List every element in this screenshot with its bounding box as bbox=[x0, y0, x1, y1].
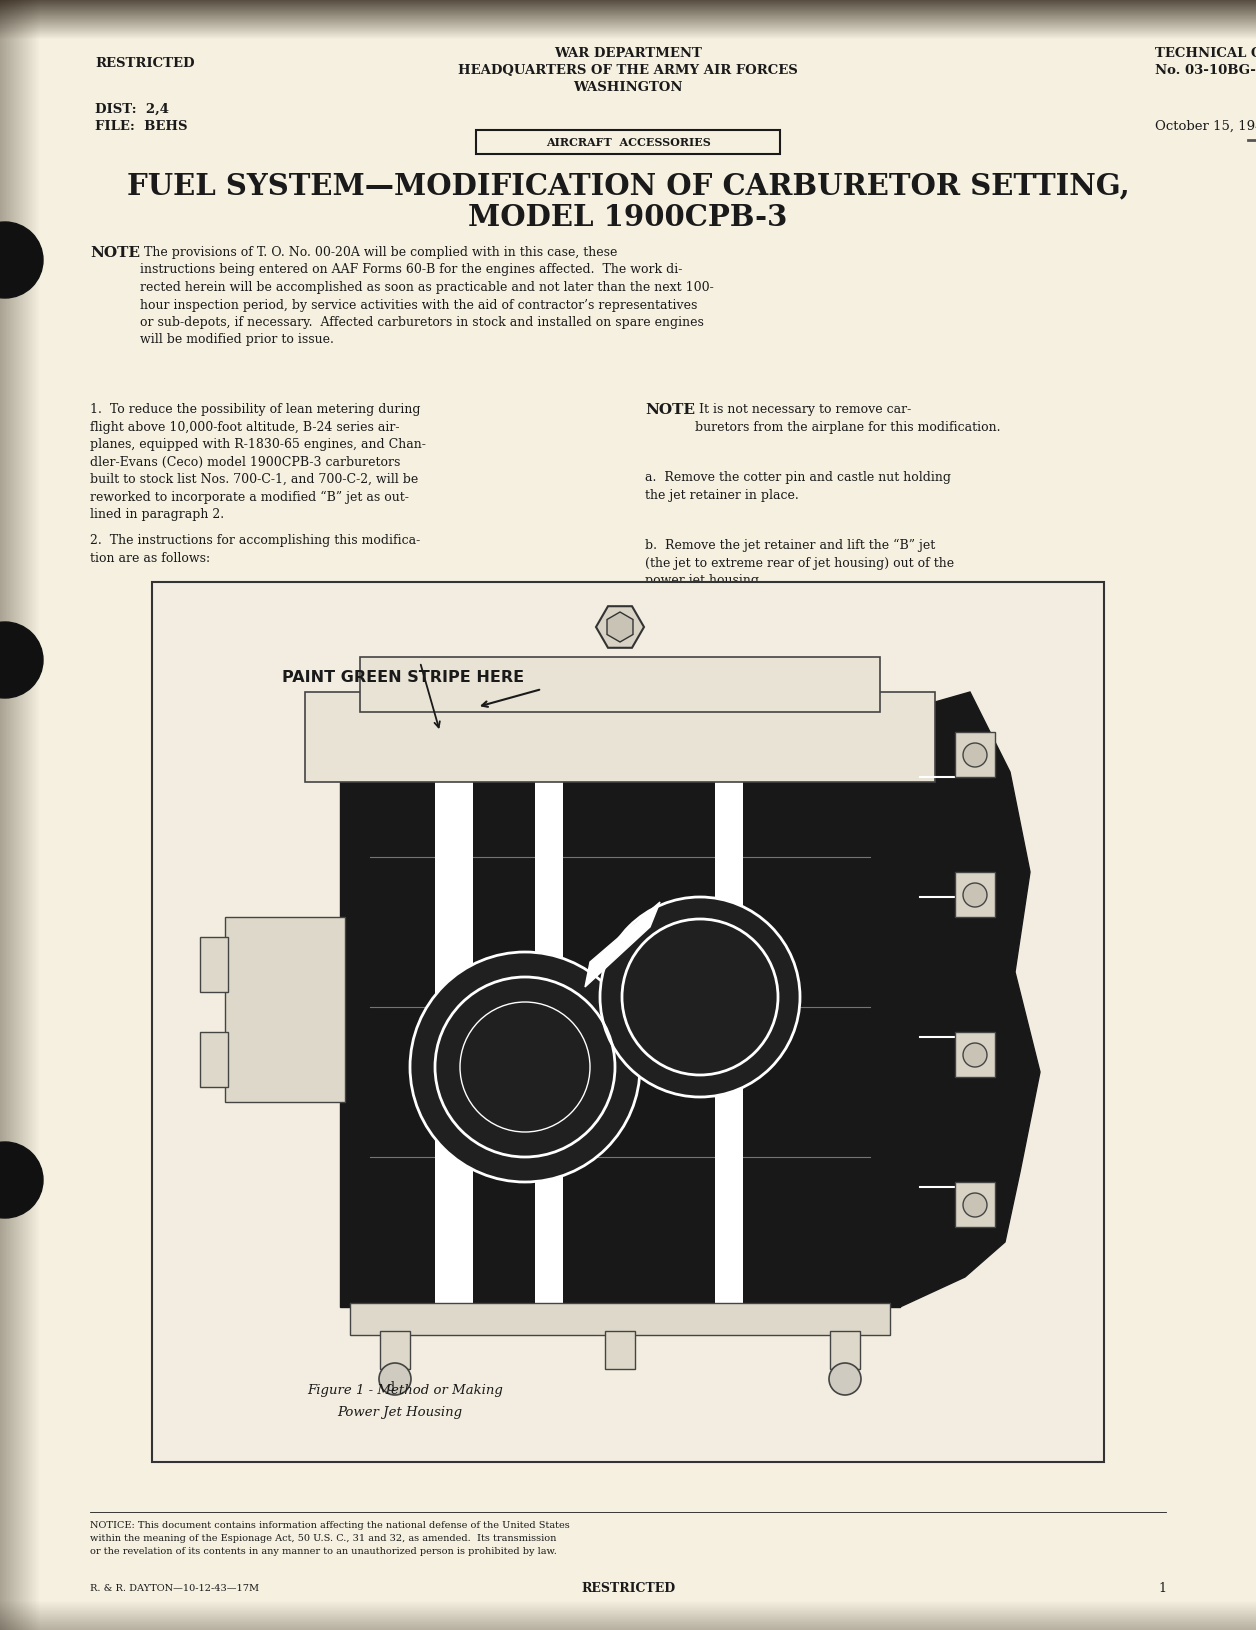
Text: RESTRICTED: RESTRICTED bbox=[582, 1581, 674, 1594]
Bar bbox=[381, 1332, 409, 1369]
Circle shape bbox=[963, 1193, 987, 1218]
Text: FUEL SYSTEM—MODIFICATION OF CARBURETOR SETTING,: FUEL SYSTEM—MODIFICATION OF CARBURETOR S… bbox=[127, 171, 1129, 200]
Circle shape bbox=[0, 223, 43, 298]
Bar bbox=[535, 712, 563, 1307]
Text: b.  Remove the jet retainer and lift the “B” jet
(the jet to extreme rear of jet: b. Remove the jet retainer and lift the … bbox=[646, 538, 955, 587]
Bar bbox=[955, 1032, 995, 1077]
Text: 1: 1 bbox=[1158, 1581, 1166, 1594]
Text: WASHINGTON: WASHINGTON bbox=[573, 80, 683, 93]
Circle shape bbox=[963, 883, 987, 908]
Circle shape bbox=[963, 1043, 987, 1068]
Text: The provisions of T. O. No. 00-20A will be complied with in this case, these
ins: The provisions of T. O. No. 00-20A will … bbox=[139, 246, 713, 346]
Circle shape bbox=[0, 1143, 43, 1218]
Text: FILE:  BEHS: FILE: BEHS bbox=[95, 119, 187, 132]
Bar bbox=[955, 1182, 995, 1227]
Bar bbox=[715, 712, 744, 1307]
Bar bbox=[830, 1332, 860, 1369]
Bar bbox=[350, 1304, 891, 1335]
Circle shape bbox=[963, 743, 987, 768]
Bar bbox=[955, 872, 995, 918]
Bar bbox=[476, 130, 780, 155]
Polygon shape bbox=[607, 613, 633, 642]
Text: R. & R. DAYTON—10-12-43—17M: R. & R. DAYTON—10-12-43—17M bbox=[90, 1583, 259, 1593]
Text: d: d bbox=[386, 1381, 394, 1394]
Circle shape bbox=[379, 1363, 411, 1395]
Text: DIST:  2,4: DIST: 2,4 bbox=[95, 103, 170, 116]
Polygon shape bbox=[585, 903, 659, 988]
Bar bbox=[152, 582, 1104, 1462]
Text: No. 03-10BG-4: No. 03-10BG-4 bbox=[1156, 64, 1256, 77]
Bar bbox=[360, 657, 880, 712]
Text: HEADQUARTERS OF THE ARMY AIR FORCES: HEADQUARTERS OF THE ARMY AIR FORCES bbox=[458, 64, 798, 77]
Text: MODEL 1900CPB-3: MODEL 1900CPB-3 bbox=[468, 204, 788, 233]
Text: NOTE: NOTE bbox=[646, 403, 695, 417]
Bar bbox=[200, 937, 229, 993]
Circle shape bbox=[409, 952, 641, 1182]
Text: WAR DEPARTMENT: WAR DEPARTMENT bbox=[554, 47, 702, 59]
Text: NOTICE: This document contains information affecting the national defense of the: NOTICE: This document contains informati… bbox=[90, 1521, 570, 1555]
Bar bbox=[605, 1332, 636, 1369]
Bar bbox=[305, 693, 934, 782]
Bar bbox=[340, 712, 901, 1307]
Circle shape bbox=[0, 623, 43, 699]
Circle shape bbox=[600, 898, 800, 1097]
Polygon shape bbox=[901, 693, 1040, 1307]
Bar bbox=[225, 918, 345, 1102]
Text: Figure 1 - Method or Making: Figure 1 - Method or Making bbox=[306, 1384, 502, 1397]
Bar bbox=[200, 1032, 229, 1087]
Text: Power Jet Housing: Power Jet Housing bbox=[337, 1405, 462, 1418]
Text: 1.  To reduce the possibility of lean metering during
flight above 10,000-foot a: 1. To reduce the possibility of lean met… bbox=[90, 403, 426, 522]
Text: It is not necessary to remove car-
buretors from the airplane for this modificat: It is not necessary to remove car- buret… bbox=[695, 403, 1001, 434]
Text: October 15, 1943: October 15, 1943 bbox=[1156, 119, 1256, 132]
Polygon shape bbox=[597, 606, 644, 649]
Text: RESTRICTED: RESTRICTED bbox=[95, 57, 195, 70]
Text: a.  Remove the cotter pin and castle nut holding
the jet retainer in place.: a. Remove the cotter pin and castle nut … bbox=[646, 471, 951, 500]
Bar bbox=[435, 712, 474, 1307]
Text: TECHNICAL ORDER: TECHNICAL ORDER bbox=[1156, 47, 1256, 59]
Text: 2.  The instructions for accomplishing this modifica-
tion are as follows:: 2. The instructions for accomplishing th… bbox=[90, 533, 421, 564]
Text: NOTE: NOTE bbox=[90, 246, 139, 259]
Text: AIRCRAFT  ACCESSORIES: AIRCRAFT ACCESSORIES bbox=[545, 137, 711, 148]
Text: PAINT GREEN STRIPE HERE: PAINT GREEN STRIPE HERE bbox=[283, 670, 524, 685]
Bar bbox=[955, 732, 995, 778]
Circle shape bbox=[829, 1363, 862, 1395]
